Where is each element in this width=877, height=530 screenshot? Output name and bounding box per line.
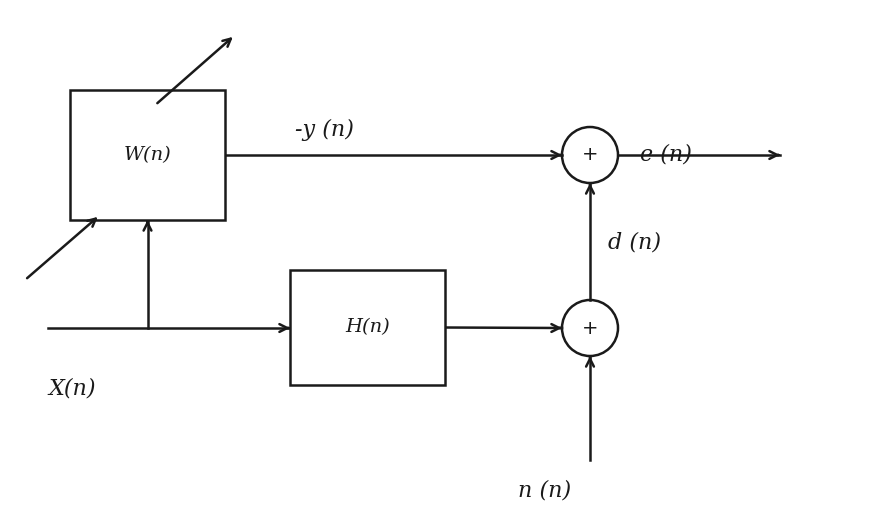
FancyBboxPatch shape (290, 270, 445, 385)
FancyBboxPatch shape (70, 90, 225, 220)
Text: X(n): X(n) (48, 377, 96, 399)
Text: +: + (581, 146, 598, 164)
Text: n (n): n (n) (518, 479, 572, 501)
Text: d (n): d (n) (608, 231, 661, 253)
Text: e (n): e (n) (640, 144, 692, 166)
Text: H(n): H(n) (346, 319, 390, 337)
Text: W(n): W(n) (124, 146, 171, 164)
Text: +: + (581, 319, 598, 338)
Text: -y (n): -y (n) (295, 119, 354, 141)
